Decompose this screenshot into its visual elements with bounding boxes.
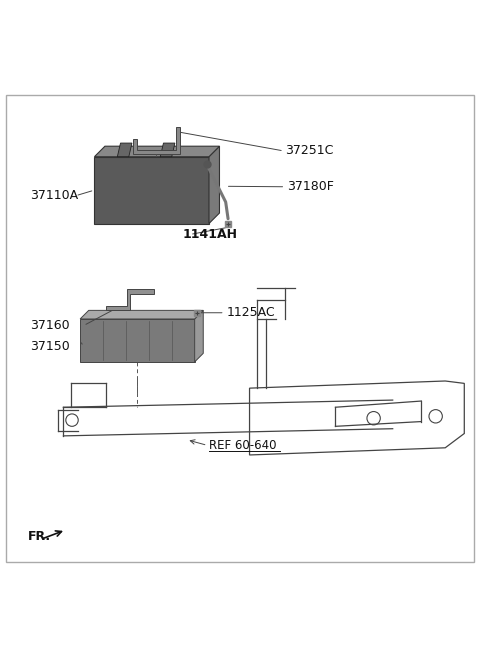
Polygon shape: [160, 143, 175, 157]
Text: FR.: FR.: [28, 530, 51, 543]
Text: 37180F: 37180F: [287, 180, 334, 193]
Text: 37110A: 37110A: [30, 189, 78, 202]
Text: 37160: 37160: [30, 319, 70, 332]
Polygon shape: [195, 310, 203, 362]
Polygon shape: [117, 143, 132, 157]
Text: 1125AC: 1125AC: [227, 306, 275, 319]
Polygon shape: [132, 127, 180, 154]
Text: 37251C: 37251C: [285, 145, 334, 158]
Polygon shape: [80, 310, 203, 319]
Text: 37150: 37150: [30, 340, 70, 353]
Polygon shape: [95, 147, 219, 157]
Polygon shape: [95, 157, 209, 223]
Polygon shape: [107, 289, 154, 310]
Polygon shape: [209, 147, 219, 223]
Text: REF 60-640: REF 60-640: [209, 439, 276, 452]
Text: 1141AH: 1141AH: [183, 228, 238, 241]
Polygon shape: [80, 319, 195, 362]
